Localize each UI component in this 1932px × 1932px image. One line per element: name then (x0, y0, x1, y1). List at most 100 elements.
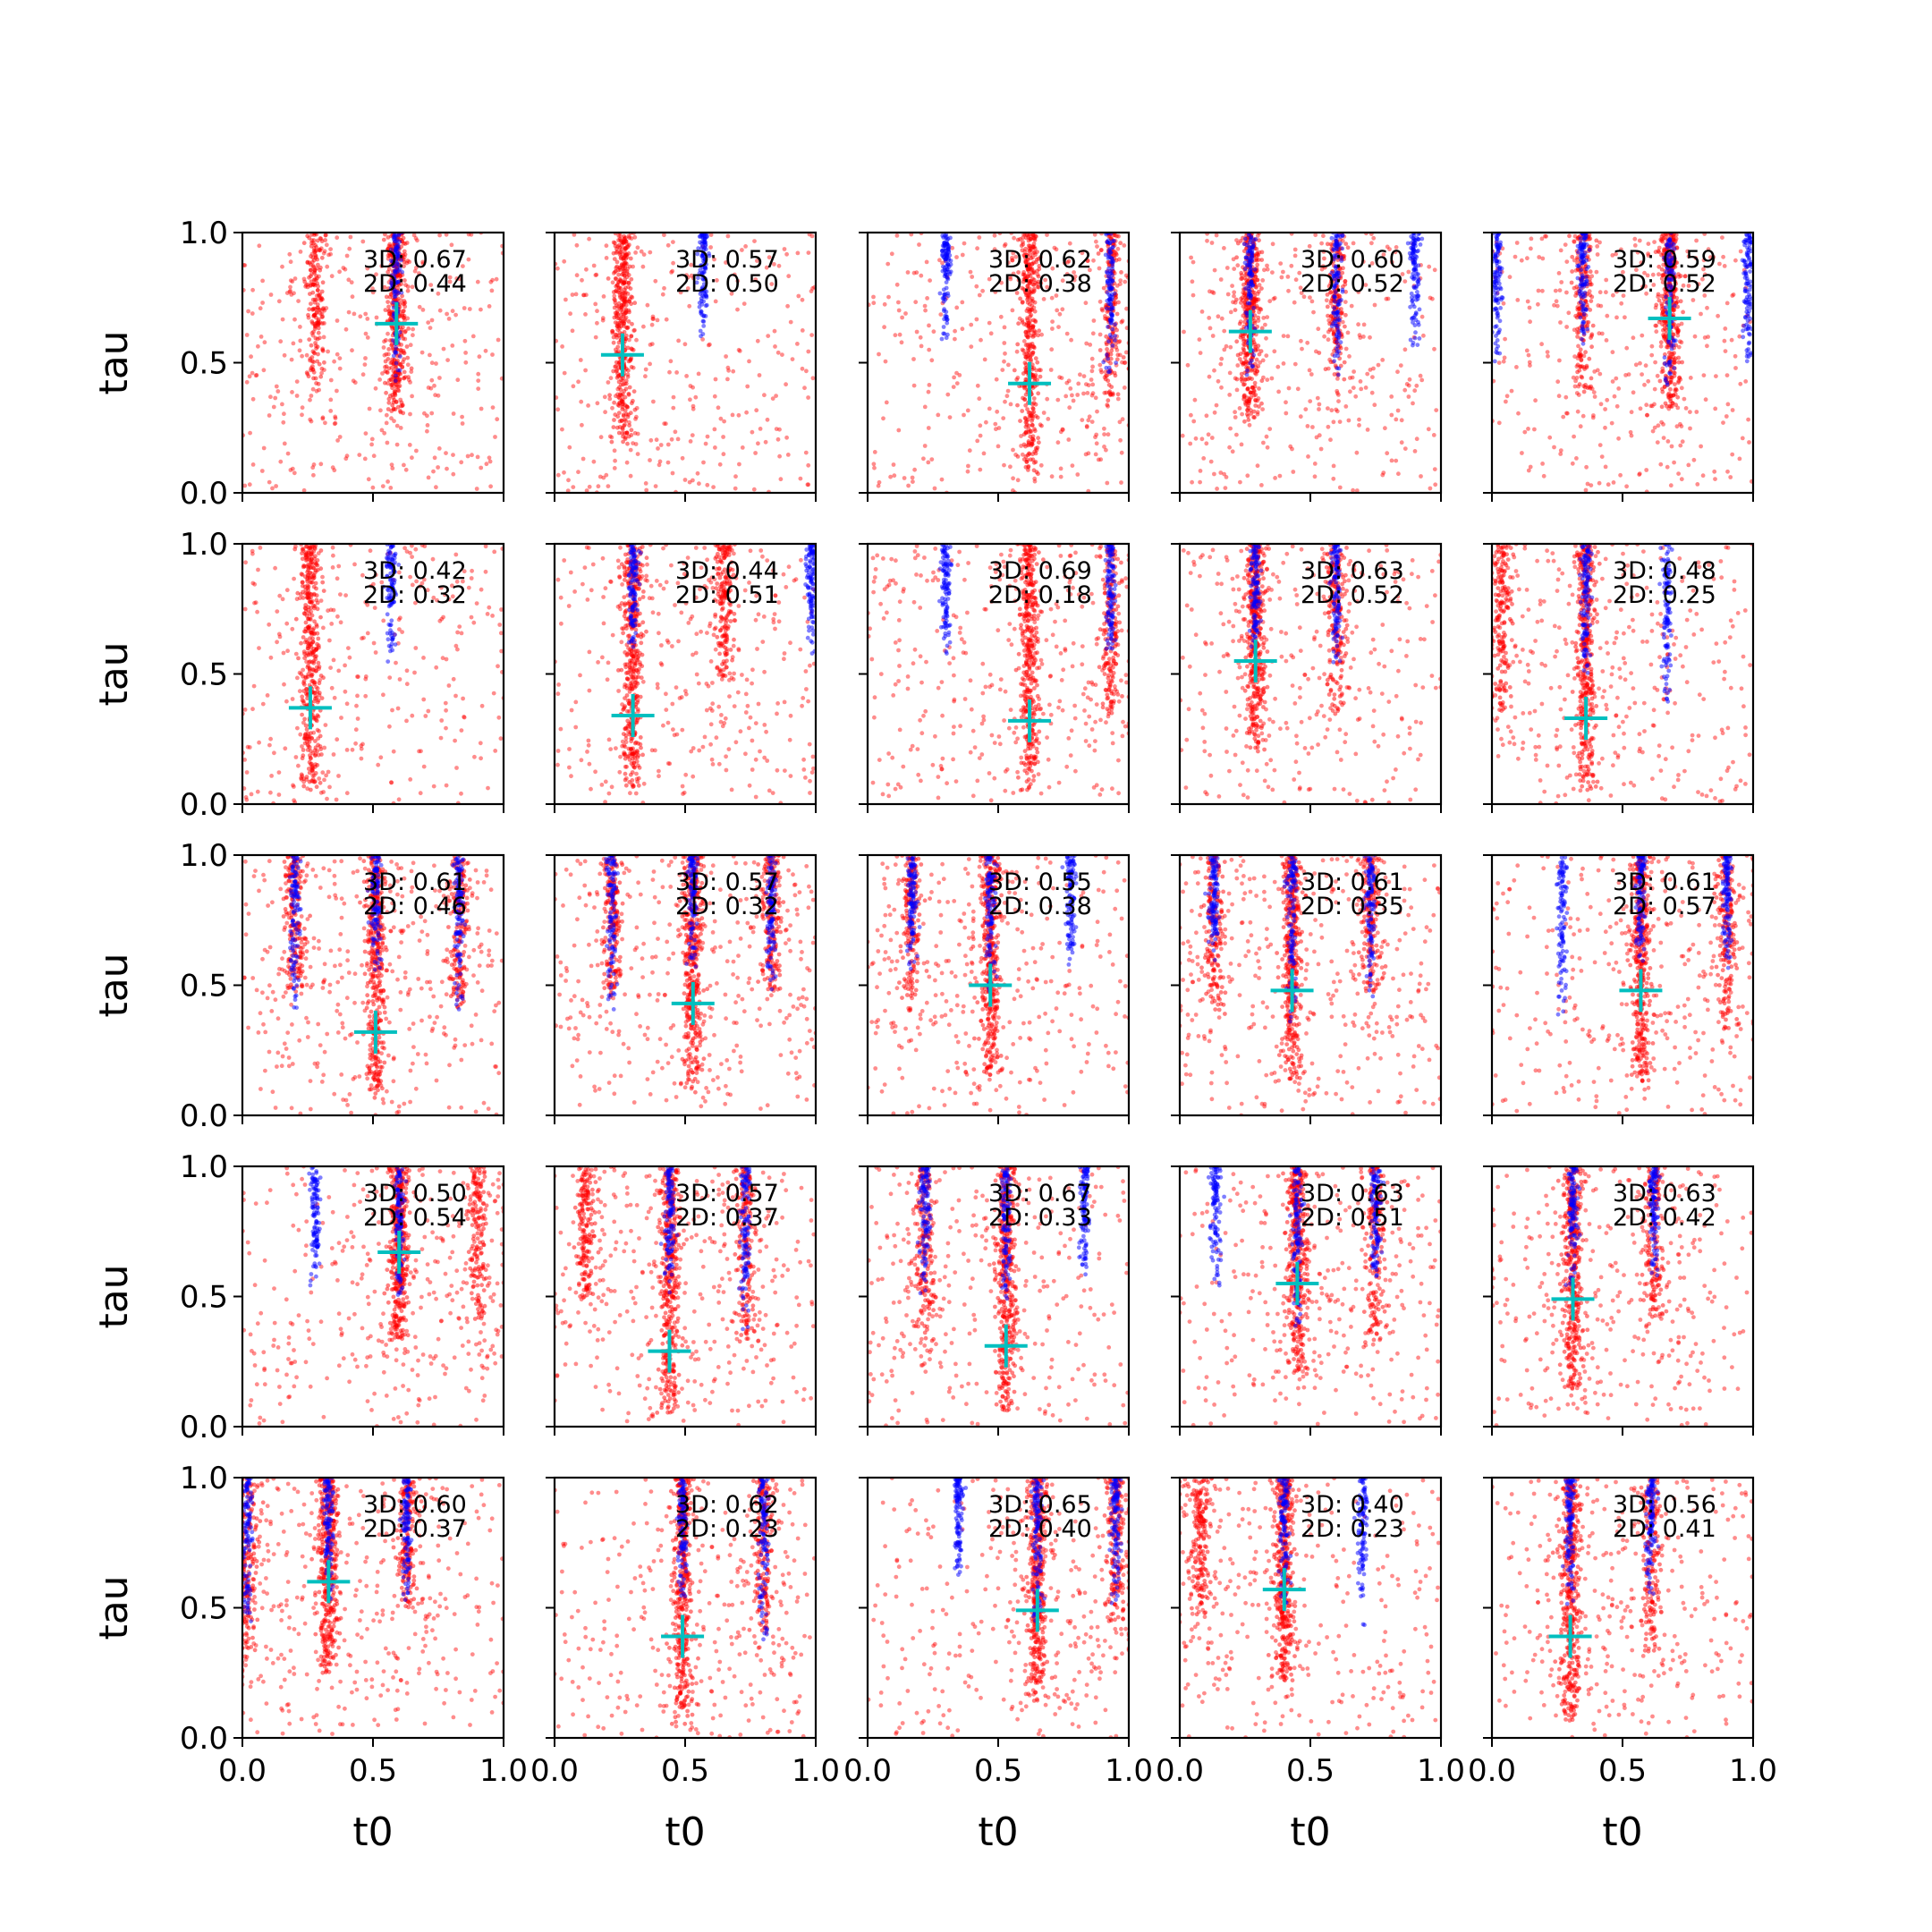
red-point (250, 370, 255, 376)
red-point (470, 453, 474, 458)
red-point (591, 459, 597, 464)
red-point (1095, 409, 1099, 414)
red-point (451, 471, 456, 477)
red-point (643, 374, 648, 379)
blue-point (1250, 271, 1255, 276)
red-point (1369, 241, 1374, 246)
blue-point (1339, 298, 1343, 302)
red-point (747, 359, 751, 364)
red-point (1021, 235, 1025, 241)
red-point (402, 357, 406, 362)
red-point (1675, 394, 1681, 400)
red-point (651, 399, 656, 404)
red-point (413, 236, 419, 241)
red-point (615, 283, 620, 287)
red-point (1589, 294, 1595, 300)
blue-point (1251, 243, 1256, 249)
red-point (809, 233, 815, 239)
red-point (1078, 372, 1082, 377)
red-point (1621, 269, 1625, 275)
red-point (1326, 318, 1332, 323)
red-point (437, 308, 443, 313)
blue-point (1251, 305, 1256, 310)
red-point (1255, 369, 1259, 374)
red-point (1023, 362, 1029, 367)
red-point (419, 350, 425, 355)
red-point (974, 284, 979, 289)
red-point (618, 278, 623, 284)
red-point (1398, 363, 1403, 368)
red-point (1108, 356, 1114, 361)
red-point (1062, 260, 1067, 266)
blue-point (1413, 243, 1418, 249)
red-point (1049, 347, 1055, 352)
red-point (612, 448, 617, 453)
red-point (649, 322, 655, 327)
blue-point (1414, 272, 1419, 276)
red-point (401, 350, 406, 355)
red-point (1400, 272, 1405, 276)
red-point (785, 453, 791, 457)
red-point (1337, 485, 1343, 490)
red-point (623, 310, 628, 316)
red-point (584, 267, 589, 272)
red-point (1343, 289, 1348, 294)
red-point (975, 383, 980, 388)
red-point (314, 274, 318, 278)
red-point (1730, 452, 1735, 457)
red-point (308, 417, 313, 422)
red-point (634, 405, 640, 411)
red-point (1084, 341, 1089, 346)
red-point (426, 475, 431, 480)
blue-point (392, 268, 397, 274)
red-point (691, 406, 696, 411)
red-point (462, 306, 467, 310)
red-point (398, 409, 402, 413)
red-point (954, 370, 959, 376)
red-point (1707, 255, 1713, 260)
red-point (479, 307, 483, 312)
red-point (322, 249, 327, 254)
red-point (1526, 352, 1531, 358)
red-point (784, 435, 789, 440)
red-point (621, 412, 626, 418)
red-point (436, 446, 442, 451)
red-point (604, 472, 609, 478)
red-point (1060, 427, 1065, 432)
red-point (1094, 441, 1099, 446)
red-point (408, 343, 413, 348)
red-point (766, 334, 771, 338)
red-point (740, 248, 744, 252)
red-point (1207, 374, 1212, 379)
red-point (1263, 322, 1267, 327)
red-point (623, 299, 628, 303)
red-point (621, 382, 625, 387)
red-point (344, 453, 350, 459)
red-point (1106, 432, 1111, 437)
red-point (1555, 303, 1560, 309)
blue-point (1411, 238, 1416, 243)
red-point (614, 289, 618, 293)
red-point (309, 394, 314, 398)
red-point (1356, 290, 1361, 294)
red-point (1257, 250, 1262, 255)
red-point (309, 251, 315, 257)
red-point (653, 278, 658, 284)
red-point (593, 301, 598, 307)
red-point (1348, 376, 1352, 380)
red-point (596, 484, 601, 489)
blue-point (1248, 257, 1252, 262)
red-point (992, 233, 997, 238)
red-point (388, 486, 394, 490)
red-point (649, 342, 655, 346)
red-point (1260, 407, 1265, 411)
red-point (1677, 339, 1682, 344)
red-point (1016, 277, 1021, 283)
red-point (1604, 338, 1609, 343)
red-point (317, 387, 321, 393)
red-point (1247, 399, 1252, 404)
red-point (1273, 476, 1277, 480)
blue-point (1112, 238, 1116, 243)
red-point (1688, 376, 1693, 380)
red-point (1097, 348, 1103, 352)
